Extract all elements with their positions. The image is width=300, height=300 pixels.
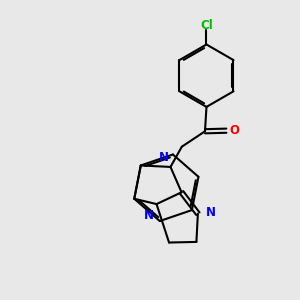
Text: O: O <box>230 124 240 137</box>
Text: N: N <box>159 151 169 164</box>
Text: N: N <box>144 209 154 222</box>
Text: Cl: Cl <box>200 19 213 32</box>
Text: N: N <box>206 206 216 219</box>
